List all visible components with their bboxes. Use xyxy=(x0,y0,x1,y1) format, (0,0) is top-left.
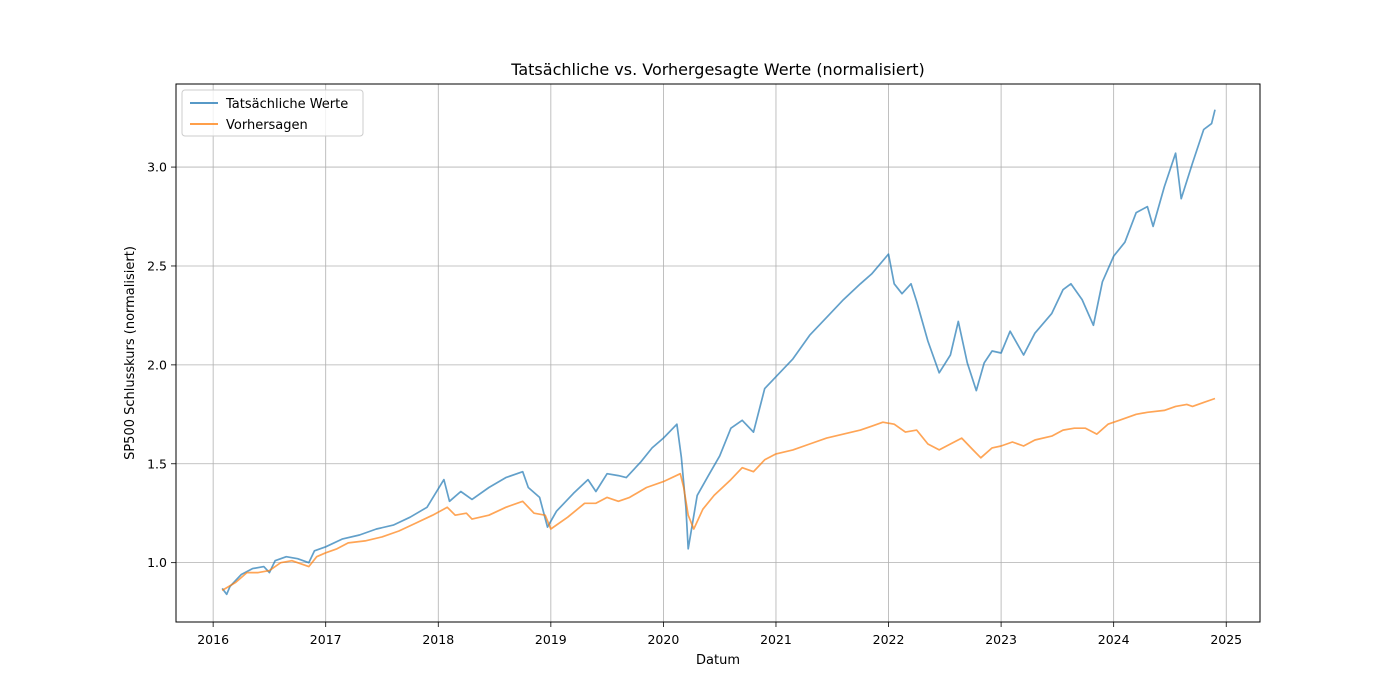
x-tick-label: 2017 xyxy=(310,632,342,647)
series-line-actual xyxy=(221,109,1216,596)
series-line-predicted xyxy=(221,397,1216,592)
x-axis-ticks: 2016 2017 2018 2019 2020 2021 2022 2023 2024 2025 xyxy=(197,622,1242,647)
y-axis-label: SP500 Schlusskurs (normalisiert) xyxy=(123,246,138,460)
x-tick-label: 2022 xyxy=(873,632,905,647)
x-axis-label: Datum xyxy=(696,653,740,668)
x-tick-label: 2021 xyxy=(760,632,792,647)
chart-title: Tatsächliche vs. Vorhergesagte Werte (no… xyxy=(510,60,925,79)
series-layer xyxy=(221,109,1216,596)
y-tick-label: 2.0 xyxy=(147,357,167,372)
legend-label-actual: Tatsächliche Werte xyxy=(225,97,348,112)
x-tick-label: 2020 xyxy=(647,632,679,647)
y-axis-ticks: 1.0 1.5 2.0 2.5 3.0 xyxy=(147,160,176,570)
x-tick-label: 2018 xyxy=(422,632,454,647)
plot-area-frame xyxy=(175,83,1261,623)
y-tick-label: 1.0 xyxy=(147,555,167,570)
legend-box xyxy=(181,89,364,137)
legend-label-predicted: Vorhersagen xyxy=(226,118,308,133)
x-tick-label: 2023 xyxy=(985,632,1017,647)
x-tick-label: 2016 xyxy=(197,632,229,647)
y-tick-label: 1.5 xyxy=(147,456,167,471)
x-tick-label: 2025 xyxy=(1210,632,1242,647)
grid xyxy=(176,84,1260,622)
legend: Tatsächliche Werte Vorhersagen xyxy=(181,89,364,137)
y-tick-label: 3.0 xyxy=(147,160,167,175)
x-tick-label: 2024 xyxy=(1098,632,1130,647)
y-tick-label: 2.5 xyxy=(147,258,167,273)
x-tick-label: 2019 xyxy=(535,632,567,647)
